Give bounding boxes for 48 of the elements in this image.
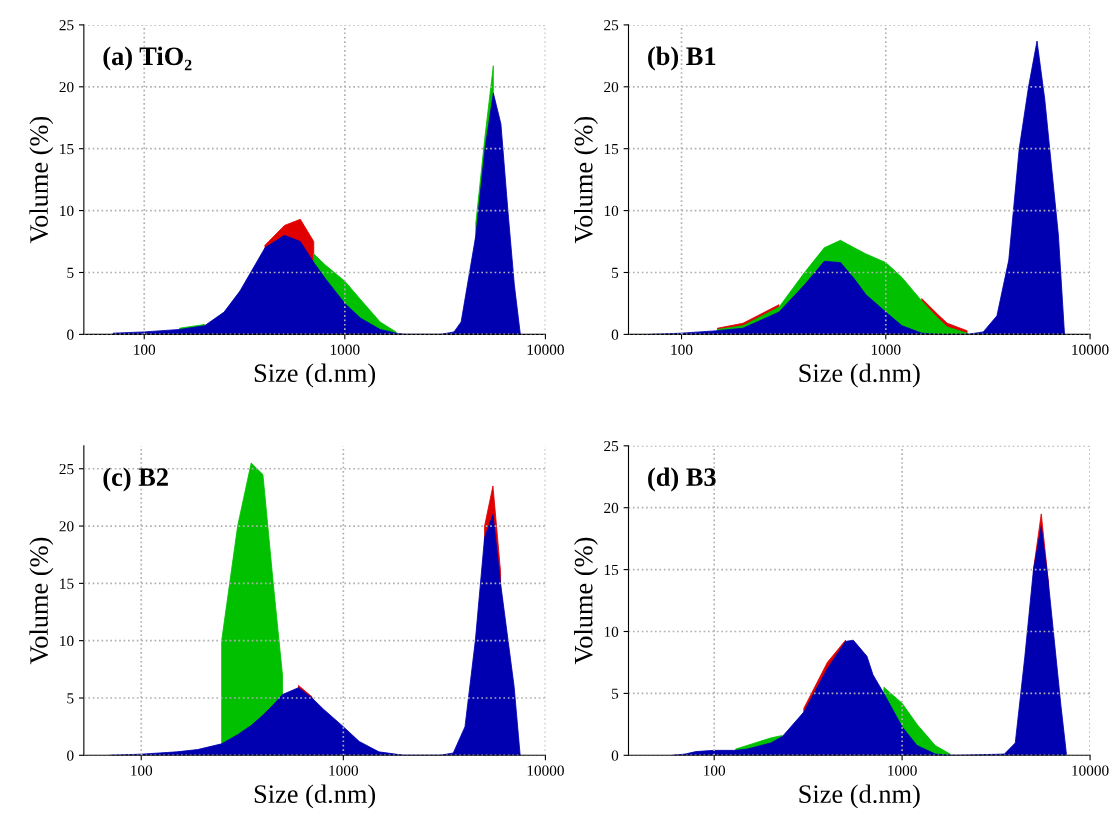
y-tick-label: 20 <box>604 81 619 93</box>
x-tick-label: 100 <box>704 765 726 776</box>
x-tick-label: 100 <box>134 344 156 355</box>
y-tick-label: 15 <box>604 564 619 576</box>
x-axis-title: Size (d.nm) <box>799 784 920 809</box>
y-tick-label: 25 <box>604 440 619 452</box>
y-tick-label: 5 <box>67 693 74 704</box>
y-tick-label: 20 <box>604 502 619 514</box>
x-tick-label: 100 <box>131 765 153 776</box>
y-tick-label: 5 <box>612 267 619 278</box>
text: (b) B1 <box>648 46 716 71</box>
y-tick-label: 15 <box>604 143 619 155</box>
x-tick-label: 1000 <box>329 765 359 776</box>
y-tick-label: 0 <box>611 750 619 761</box>
y-tick-label: 10 <box>60 635 74 647</box>
y-axis-title: Volume (%) <box>574 116 598 244</box>
y-tick-label: 10 <box>604 626 619 637</box>
y-tick-label: 15 <box>60 143 74 155</box>
y-tick-label: 20 <box>59 521 74 532</box>
y-axis-title: Volume (%) <box>574 537 598 665</box>
y-tick-label: 25 <box>604 20 619 31</box>
x-tick-label: 1000 <box>871 344 901 355</box>
y-tick-label: 0 <box>67 329 74 340</box>
y-tick-label: 15 <box>60 578 74 589</box>
y-tick-label: 20 <box>59 81 74 93</box>
text: (c) B2 <box>103 467 168 492</box>
x-tick-label: 100 <box>671 344 693 355</box>
y-axis-title: Volume (%) <box>29 116 54 244</box>
y-tick-label: 5 <box>67 267 74 278</box>
x-axis-title: Size (d.nm) <box>254 784 376 809</box>
y-axis-title: Volume (%) <box>29 537 54 665</box>
x-tick-label: 1000 <box>888 765 917 776</box>
y-tick-label: 10 <box>604 205 619 217</box>
y-tick-label: 10 <box>60 205 74 217</box>
x-tick-label: 10000 <box>1072 765 1109 776</box>
y-tick-label: 0 <box>67 750 74 761</box>
y-tick-label: 25 <box>59 463 74 475</box>
x-tick-label: 10000 <box>527 765 564 776</box>
y-tick-label: 25 <box>59 20 74 31</box>
y-tick-label: 0 <box>611 329 619 340</box>
x-tick-label: 10000 <box>527 344 564 355</box>
text: (d) B3 <box>648 467 716 492</box>
x-axis-title: Size (d.nm) <box>254 363 376 388</box>
x-tick-label: 10000 <box>1072 344 1109 355</box>
text: (a) TiO₂ <box>103 46 192 71</box>
x-tick-label: 1000 <box>330 344 360 355</box>
y-tick-label: 5 <box>612 688 619 699</box>
x-axis-title: Size (d.nm) <box>799 363 920 388</box>
